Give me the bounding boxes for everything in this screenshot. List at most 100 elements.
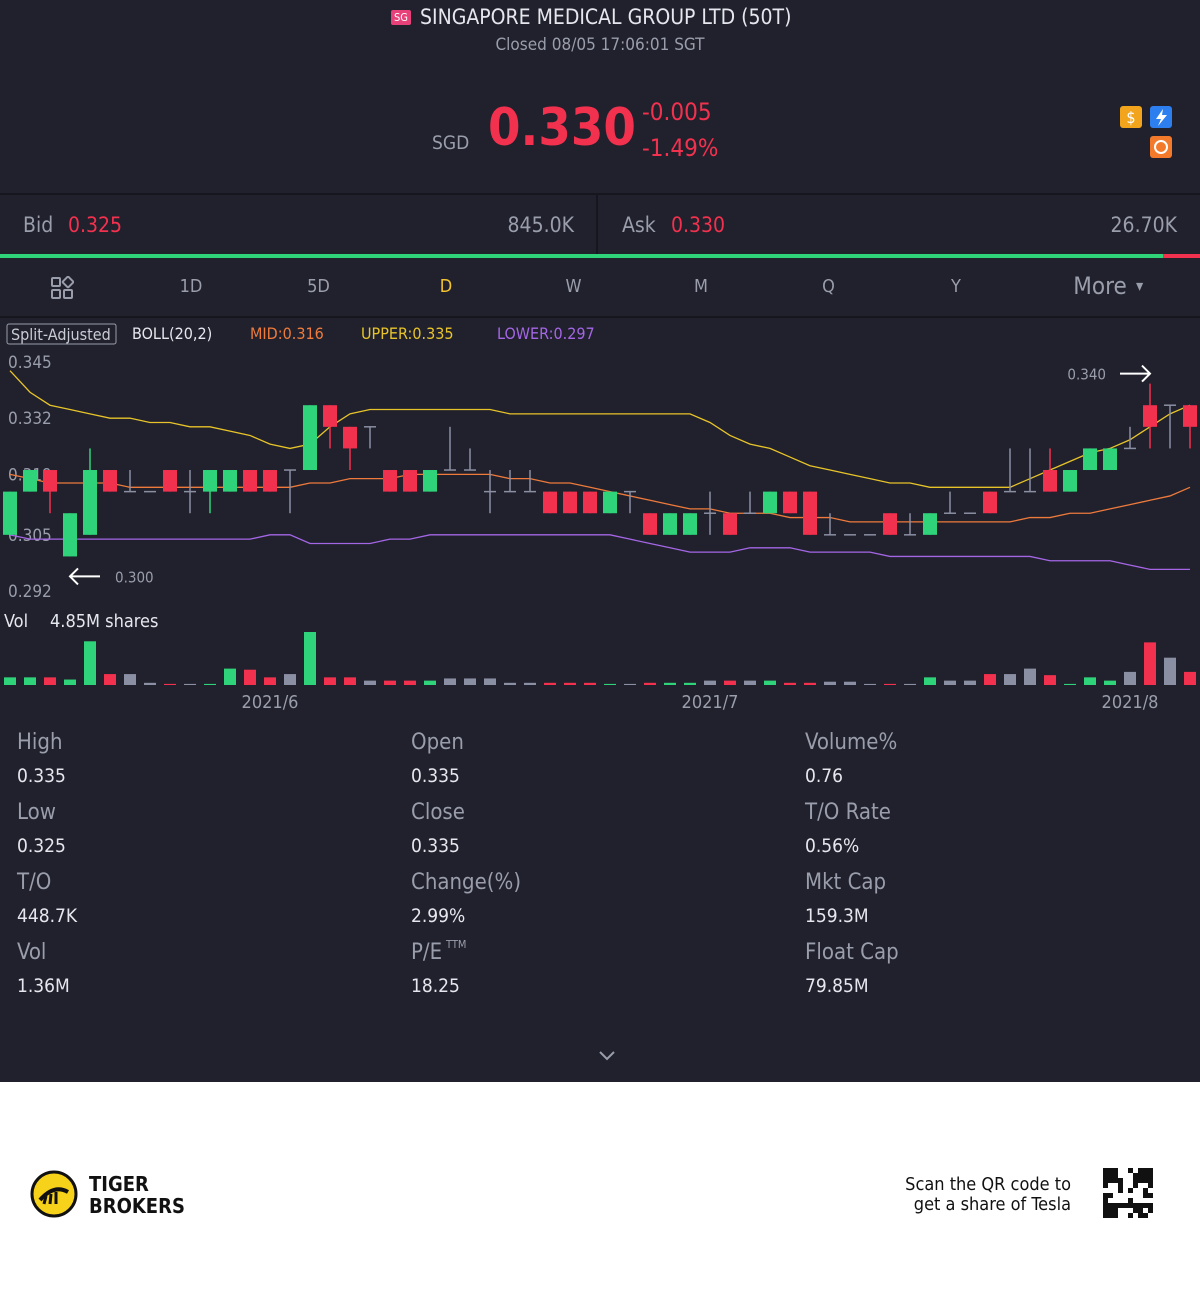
qr-cell: [1143, 1168, 1148, 1173]
volume-bar: [1104, 680, 1116, 685]
qr-cell: [1143, 1193, 1148, 1198]
qr-cell: [1113, 1213, 1118, 1218]
price-change: -0.005: [642, 98, 712, 126]
period-tab[interactable]: 5D: [307, 276, 330, 297]
qr-cell: [1108, 1193, 1113, 1198]
brand-name: BROKERS: [89, 1194, 185, 1218]
candle-body: [323, 405, 337, 427]
period-tab[interactable]: D: [439, 276, 453, 297]
promo-text: Scan the QR code to: [905, 1174, 1071, 1195]
stat-value: 159.3M: [805, 905, 869, 927]
volume-bar: [1164, 657, 1176, 685]
qr-cell: [1118, 1188, 1123, 1193]
volume-bar: [1144, 642, 1156, 685]
volume-bar: [664, 682, 676, 685]
bid-ratio-bar: [0, 254, 1164, 258]
volume-bar: [384, 680, 396, 685]
period-tab[interactable]: W: [565, 276, 582, 297]
volume-bar: [244, 669, 256, 685]
stat-label: Volume%: [805, 730, 898, 755]
y-tick-label: 0.332: [8, 409, 52, 429]
qr-cell: [1118, 1183, 1123, 1188]
candle-body: [223, 470, 237, 492]
volume-bar: [404, 680, 416, 685]
volume-bar: [464, 678, 476, 685]
period-tab[interactable]: Q: [822, 276, 835, 297]
candle-body: [983, 491, 997, 514]
volume-bar: [644, 682, 656, 685]
period-tab[interactable]: More: [1073, 272, 1127, 300]
qr-cell: [1133, 1208, 1138, 1213]
stat-value: 79.85M: [805, 975, 869, 997]
indicator-label: BOLL(20,2): [132, 324, 212, 343]
candle-body: [1083, 448, 1097, 471]
y-tick-label: 0.305: [8, 526, 52, 546]
volume-bar: [904, 683, 916, 685]
candle-body: [383, 470, 397, 492]
qr-code[interactable]: [1103, 1168, 1153, 1218]
candle-body: [263, 470, 277, 492]
volume-bar: [944, 680, 956, 685]
candle-body: [1043, 470, 1057, 492]
qr-cell: [1103, 1168, 1108, 1173]
stat-value: 18.25: [411, 975, 460, 997]
candle-body: [3, 491, 17, 535]
annotation-arrow: [68, 567, 100, 586]
volume-bar: [984, 674, 996, 685]
candle-body: [723, 513, 737, 535]
price-change-pct: -1.49%: [642, 134, 719, 162]
volume-bar: [304, 632, 316, 685]
svg-text:$: $: [1126, 108, 1135, 127]
volume-bar: [684, 682, 696, 685]
qr-cell: [1113, 1178, 1118, 1183]
x-tick-label: 2021/7: [682, 692, 739, 713]
qr-cell: [1143, 1213, 1148, 1218]
candle-body: [603, 491, 617, 514]
qr-cell: [1128, 1213, 1133, 1218]
volume-bar: [144, 682, 156, 685]
volume-bar: [724, 680, 736, 685]
qr-cell: [1113, 1168, 1118, 1173]
qr-cell: [1108, 1213, 1113, 1218]
qr-cell: [1148, 1173, 1153, 1178]
qr-cell: [1128, 1198, 1133, 1203]
qr-cell: [1108, 1208, 1113, 1213]
qr-cell: [1138, 1203, 1143, 1208]
expand-chevron[interactable]: [598, 1050, 616, 1062]
period-tab[interactable]: M: [694, 276, 708, 297]
volume-bar: [804, 682, 816, 685]
feature-icons[interactable]: $: [1118, 104, 1178, 162]
y-tick-label: 0.292: [8, 582, 52, 602]
qr-cell: [1143, 1178, 1148, 1183]
ask-label: Ask: [622, 213, 656, 237]
volume-bar: [1024, 668, 1036, 685]
qr-cell: [1138, 1173, 1143, 1178]
volume-bar: [784, 682, 796, 685]
x-tick-label: 2021/6: [242, 692, 299, 713]
period-tab[interactable]: Y: [951, 276, 961, 297]
volume-bar: [764, 680, 776, 685]
ask-ratio-bar: [1163, 254, 1200, 258]
layout-icon[interactable]: [50, 276, 74, 300]
qr-cell: [1148, 1208, 1153, 1213]
qr-cell: [1128, 1168, 1133, 1173]
candle-body: [423, 470, 437, 492]
volume-bar: [1124, 671, 1136, 685]
stat-label: Open: [411, 730, 464, 755]
candlestick-chart: Split-Adjusted BOLL(20,2) MID:0.316 UPPER:0…: [3, 323, 1197, 713]
candle-body: [163, 470, 177, 492]
candle-body: [883, 513, 897, 535]
candle-body: [783, 491, 797, 514]
stat-label: Close: [411, 800, 465, 825]
volume-bar: [604, 683, 616, 685]
annotation-arrow: [1120, 364, 1152, 383]
volume-bar: [84, 641, 96, 685]
bid-ask-row: Bid 0.325 845.0K Ask 0.330 26.70K: [0, 193, 1200, 257]
qr-cell: [1133, 1173, 1138, 1178]
period-tab[interactable]: 1D: [179, 276, 203, 297]
legend-entry: LOWER:0.297: [497, 324, 595, 343]
stat-label: P/E: [411, 940, 443, 965]
candle-body: [203, 470, 217, 492]
candle-body: [1063, 470, 1077, 492]
last-price: 0.330: [488, 98, 636, 158]
